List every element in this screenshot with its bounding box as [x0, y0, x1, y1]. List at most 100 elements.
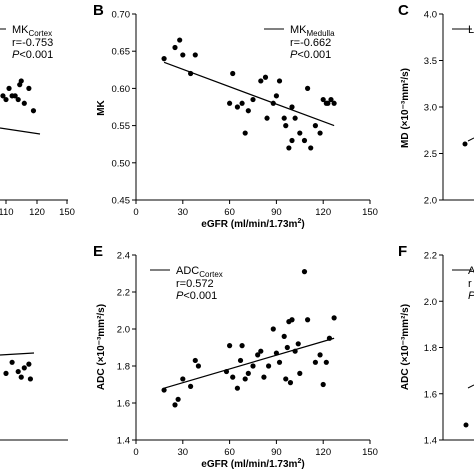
data-point	[180, 376, 186, 382]
data-point	[0, 93, 6, 99]
data-point	[283, 123, 289, 129]
panel-f-legend-label: A	[468, 265, 474, 277]
data-point	[276, 78, 283, 84]
panel-b-x-ticks: 0 30 60 90 120 150	[133, 200, 378, 218]
panel-a-tick-label: 150	[59, 207, 75, 218]
panel-d	[0, 352, 68, 441]
data-point	[301, 269, 308, 275]
y-tick-label: 4.0	[424, 10, 437, 21]
data-point	[242, 376, 248, 382]
data-point	[15, 368, 21, 375]
y-tick-label: 0.45	[112, 196, 131, 207]
y-tick-label: 2.2	[117, 288, 130, 299]
data-point	[255, 352, 261, 358]
panel-f-y-label: ADC (×10⁻³mm²/s)	[400, 304, 411, 390]
panel-a-legend-p: P<0.001	[12, 49, 53, 61]
panel-e-x-label: eGFR (ml/min/1.73m2)	[201, 458, 304, 470]
data-point	[239, 343, 245, 349]
panel-e-legend-p: P<0.001	[176, 290, 217, 302]
data-point	[161, 56, 167, 62]
data-point	[195, 363, 201, 369]
data-point	[292, 115, 298, 121]
y-tick-label: 2.5	[424, 149, 437, 160]
data-point	[26, 361, 32, 367]
data-point	[295, 341, 301, 347]
panel-f-fit-line	[467, 384, 474, 389]
panel-b-points	[161, 37, 337, 151]
data-point	[289, 317, 295, 323]
data-point	[261, 374, 267, 380]
panel-b-y-label: MK	[96, 99, 107, 115]
panel-label-f: F	[398, 243, 407, 260]
y-tick-label: 0.50	[112, 158, 131, 169]
y-tick-label: 2.0	[424, 297, 437, 308]
data-point	[328, 96, 334, 103]
panel-a-tick-label: 120	[29, 207, 45, 218]
panel-c-fit-line	[467, 137, 474, 142]
data-point	[234, 104, 240, 110]
panel-a-points	[0, 78, 41, 135]
data-point	[286, 145, 292, 151]
data-point	[250, 363, 256, 369]
x-tick-label: 90	[271, 207, 282, 218]
data-point	[161, 387, 167, 393]
data-point	[227, 100, 233, 106]
data-point	[17, 82, 23, 88]
data-point	[297, 370, 303, 376]
fit-line	[163, 337, 335, 389]
data-point	[258, 348, 264, 354]
y-tick-label: 3.0	[424, 103, 437, 114]
panel-a-legend: MKCortex r=-0.753 P<0.001	[0, 24, 53, 61]
panel-c-y-ticks: 2.0 2.5 3.0 3.5 4.0	[424, 10, 443, 207]
fit-line	[0, 127, 41, 135]
data-point	[283, 376, 289, 382]
x-tick-label: 30	[178, 447, 189, 458]
panel-e-points	[161, 269, 337, 408]
panel-e-legend-label: ADCCortex	[176, 265, 223, 279]
panel-d-points	[0, 352, 35, 382]
panel-b-y-ticks: 0.45 0.50 0.55 0.60 0.65 0.70	[112, 10, 136, 207]
data-point	[276, 359, 283, 365]
panel-f-legend-r: r	[468, 278, 472, 290]
data-point	[230, 374, 236, 380]
panel-b-legend-label: MKMedulla	[290, 24, 335, 38]
y-tick-label: 2.2	[424, 251, 437, 262]
y-tick-label: 0.70	[112, 10, 131, 21]
x-tick-label: 150	[362, 447, 378, 458]
y-tick-label: 2.0	[117, 325, 130, 336]
panel-f: F ADC (×10⁻³mm²/s) 1.4 1.6 1.8 2.0 2.2 A r P	[398, 243, 474, 447]
data-point	[21, 100, 27, 106]
panel-label-c: C	[398, 2, 409, 19]
panel-f-y-ticks: 1.4 1.6 1.8 2.0 2.2	[424, 251, 443, 447]
panel-a-tick-label: 110	[0, 207, 14, 218]
y-tick-label: 1.6	[117, 399, 130, 410]
panel-e-x-ticks: 0 30 60 90 120 150	[133, 440, 378, 458]
panel-c-legend-label: L	[468, 24, 474, 36]
panel-e-y-ticks: 1.4 1.6 1.8 2.0 2.2 2.4	[117, 251, 136, 447]
data-point	[312, 359, 318, 365]
panel-c-data-point	[462, 141, 468, 147]
data-point	[317, 352, 323, 358]
data-point	[239, 100, 245, 106]
data-point	[320, 381, 326, 388]
data-point	[297, 130, 303, 136]
data-point	[264, 115, 270, 121]
y-tick-label: 0.55	[112, 121, 131, 132]
data-point	[281, 333, 287, 339]
data-point	[323, 359, 329, 365]
data-point	[301, 137, 308, 144]
data-point	[262, 74, 269, 80]
data-point	[227, 343, 233, 349]
data-point	[305, 85, 311, 91]
data-point	[6, 85, 12, 91]
panel-label-e: E	[93, 243, 103, 260]
panel-f-data-point	[463, 422, 469, 428]
data-point	[3, 96, 9, 103]
data-point	[30, 108, 37, 114]
x-tick-label: 120	[315, 447, 331, 458]
panel-e-y-label: ADC (×10⁻³mm²/s)	[96, 304, 107, 390]
x-tick-label: 30	[178, 207, 189, 218]
data-point	[18, 374, 24, 380]
fit-line	[0, 352, 35, 356]
